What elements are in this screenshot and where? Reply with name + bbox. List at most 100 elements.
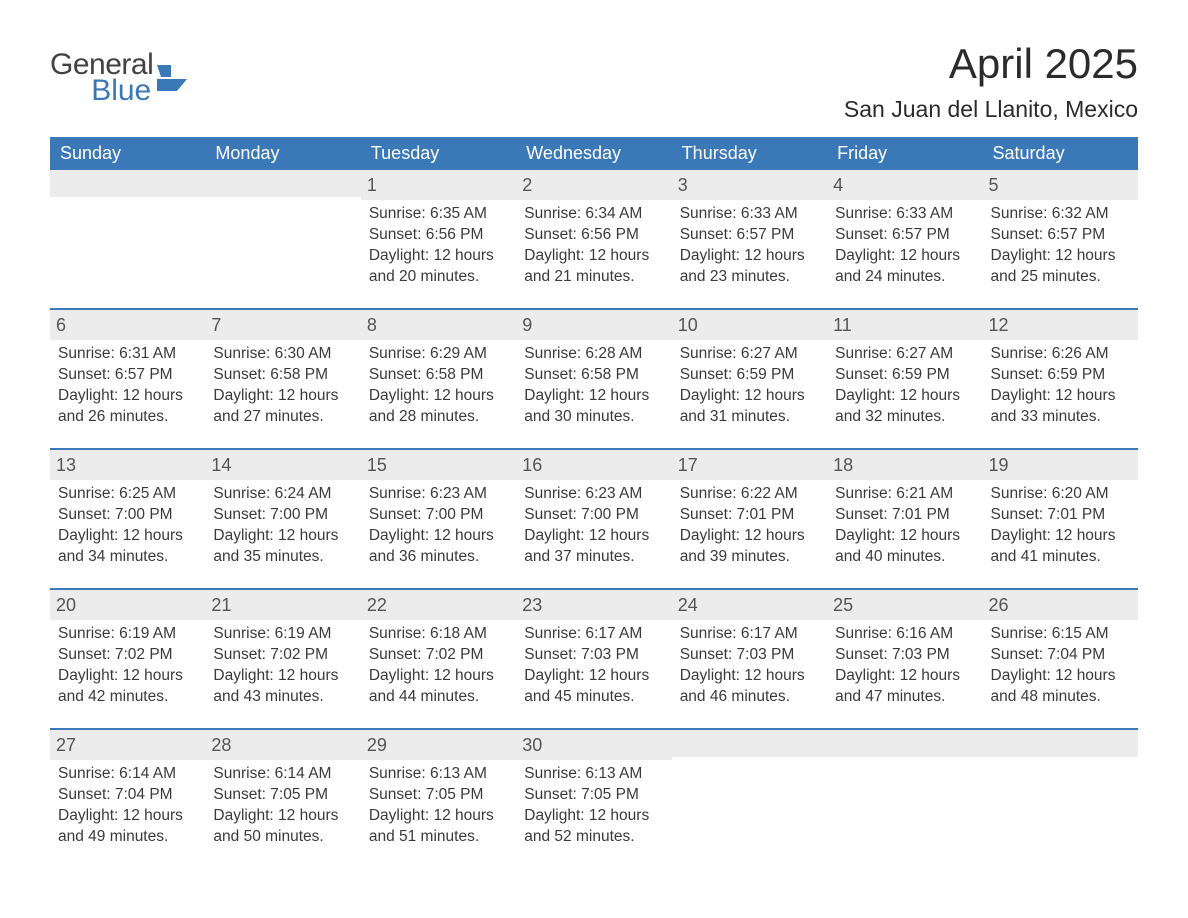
- sunset-line: Sunset: 6:59 PM: [680, 365, 819, 386]
- day-number: 3: [672, 170, 827, 200]
- day-number: 9: [516, 310, 671, 340]
- day-number: 8: [361, 310, 516, 340]
- calendar-day-cell: 5Sunrise: 6:32 AMSunset: 6:57 PMDaylight…: [983, 170, 1138, 309]
- day-number: 10: [672, 310, 827, 340]
- daylight-line: Daylight: 12 hours and 24 minutes.: [835, 246, 974, 288]
- day-number: 14: [205, 450, 360, 480]
- day-number: 29: [361, 730, 516, 760]
- day-number: 15: [361, 450, 516, 480]
- sunset-line: Sunset: 7:05 PM: [524, 785, 663, 806]
- calendar-day-cell: 16Sunrise: 6:23 AMSunset: 7:00 PMDayligh…: [516, 449, 671, 589]
- sunrise-line: Sunrise: 6:14 AM: [213, 764, 352, 785]
- daylight-line: Daylight: 12 hours and 47 minutes.: [835, 666, 974, 708]
- daylight-line: Daylight: 12 hours and 42 minutes.: [58, 666, 197, 708]
- day-number: 4: [827, 170, 982, 200]
- day-number: 24: [672, 590, 827, 620]
- sunrise-line: Sunrise: 6:35 AM: [369, 204, 508, 225]
- sunset-line: Sunset: 6:57 PM: [680, 225, 819, 246]
- weekday-header: Wednesday: [516, 137, 671, 170]
- calendar-table: SundayMondayTuesdayWednesdayThursdayFrid…: [50, 137, 1138, 868]
- sunset-line: Sunset: 6:57 PM: [835, 225, 974, 246]
- sunrise-line: Sunrise: 6:17 AM: [524, 624, 663, 645]
- daylight-line: Daylight: 12 hours and 23 minutes.: [680, 246, 819, 288]
- sunrise-line: Sunrise: 6:18 AM: [369, 624, 508, 645]
- brand-logo-text: General Blue: [50, 50, 153, 106]
- daylight-line: Daylight: 12 hours and 48 minutes.: [991, 666, 1130, 708]
- daylight-line: Daylight: 12 hours and 32 minutes.: [835, 386, 974, 428]
- calendar-body: 1Sunrise: 6:35 AMSunset: 6:56 PMDaylight…: [50, 170, 1138, 868]
- day-number: 5: [983, 170, 1138, 200]
- sunset-line: Sunset: 7:05 PM: [213, 785, 352, 806]
- daylight-line: Daylight: 12 hours and 43 minutes.: [213, 666, 352, 708]
- sunrise-line: Sunrise: 6:30 AM: [213, 344, 352, 365]
- day-number: 12: [983, 310, 1138, 340]
- sunrise-line: Sunrise: 6:25 AM: [58, 484, 197, 505]
- daylight-line: Daylight: 12 hours and 41 minutes.: [991, 526, 1130, 568]
- day-number: [50, 170, 205, 197]
- sunset-line: Sunset: 7:04 PM: [991, 645, 1130, 666]
- sunrise-line: Sunrise: 6:26 AM: [991, 344, 1130, 365]
- sunrise-line: Sunrise: 6:14 AM: [58, 764, 197, 785]
- page-subtitle: San Juan del Llanito, Mexico: [844, 96, 1138, 123]
- calendar-day-cell: 3Sunrise: 6:33 AMSunset: 6:57 PMDaylight…: [672, 170, 827, 309]
- calendar-week-row: 13Sunrise: 6:25 AMSunset: 7:00 PMDayligh…: [50, 449, 1138, 589]
- day-number: 27: [50, 730, 205, 760]
- calendar-header-row: SundayMondayTuesdayWednesdayThursdayFrid…: [50, 137, 1138, 170]
- daylight-line: Daylight: 12 hours and 37 minutes.: [524, 526, 663, 568]
- sunset-line: Sunset: 6:57 PM: [58, 365, 197, 386]
- calendar-day-cell: [672, 729, 827, 868]
- daylight-line: Daylight: 12 hours and 51 minutes.: [369, 806, 508, 848]
- sunrise-line: Sunrise: 6:23 AM: [369, 484, 508, 505]
- daylight-line: Daylight: 12 hours and 34 minutes.: [58, 526, 197, 568]
- daylight-line: Daylight: 12 hours and 27 minutes.: [213, 386, 352, 428]
- sunrise-line: Sunrise: 6:19 AM: [213, 624, 352, 645]
- daylight-line: Daylight: 12 hours and 28 minutes.: [369, 386, 508, 428]
- daylight-line: Daylight: 12 hours and 20 minutes.: [369, 246, 508, 288]
- sunset-line: Sunset: 6:56 PM: [369, 225, 508, 246]
- day-number: 20: [50, 590, 205, 620]
- day-number: 22: [361, 590, 516, 620]
- calendar-day-cell: [827, 729, 982, 868]
- day-number: 18: [827, 450, 982, 480]
- day-number: 2: [516, 170, 671, 200]
- day-number: 19: [983, 450, 1138, 480]
- sunset-line: Sunset: 6:58 PM: [524, 365, 663, 386]
- sunrise-line: Sunrise: 6:21 AM: [835, 484, 974, 505]
- daylight-line: Daylight: 12 hours and 26 minutes.: [58, 386, 197, 428]
- day-number: 13: [50, 450, 205, 480]
- sunrise-line: Sunrise: 6:13 AM: [524, 764, 663, 785]
- calendar-week-row: 20 Sunrise: 6:19 AM Sunset: 7:02 PM Dayligh…: [50, 589, 1138, 729]
- calendar-day-cell: 18Sunrise: 6:21 AMSunset: 7:01 PMDayligh…: [827, 449, 982, 589]
- calendar-day-cell: 11Sunrise: 6:27 AMSunset: 6:59 PMDayligh…: [827, 309, 982, 449]
- sunrise-line: Sunrise: 6:13 AM: [369, 764, 508, 785]
- sunrise-line: Sunrise: 6:27 AM: [680, 344, 819, 365]
- day-number: [827, 730, 982, 757]
- calendar-week-row: 6Sunrise: 6:31 AMSunset: 6:57 PMDaylight…: [50, 309, 1138, 449]
- sunrise-line: Sunrise: 6:20 AM: [991, 484, 1130, 505]
- brand-logo: General Blue: [50, 40, 187, 106]
- sunset-line: Sunset: 6:57 PM: [991, 225, 1130, 246]
- sunset-line: Sunset: 7:00 PM: [369, 505, 508, 526]
- brand-word2: Blue: [50, 76, 153, 106]
- sunset-line: Sunset: 7:00 PM: [58, 505, 197, 526]
- sunset-line: Sunset: 7:03 PM: [524, 645, 663, 666]
- sunset-line: Sunset: 7:00 PM: [213, 505, 352, 526]
- daylight-line: Daylight: 12 hours and 25 minutes.: [991, 246, 1130, 288]
- sunrise-line: Sunrise: 6:27 AM: [835, 344, 974, 365]
- day-number: 11: [827, 310, 982, 340]
- calendar-day-cell: 8Sunrise: 6:29 AMSunset: 6:58 PMDaylight…: [361, 309, 516, 449]
- calendar-day-cell: 19Sunrise: 6:20 AMSunset: 7:01 PMDayligh…: [983, 449, 1138, 589]
- sunrise-line: Sunrise: 6:22 AM: [680, 484, 819, 505]
- sunset-line: Sunset: 7:02 PM: [369, 645, 508, 666]
- day-number: 23: [516, 590, 671, 620]
- sunrise-line: Sunrise: 6:31 AM: [58, 344, 197, 365]
- calendar-day-cell: 2Sunrise: 6:34 AMSunset: 6:56 PMDaylight…: [516, 170, 671, 309]
- page-title: April 2025: [844, 40, 1138, 88]
- calendar-day-cell: 23Sunrise: 6:17 AMSunset: 7:03 PMDayligh…: [516, 589, 671, 729]
- weekday-header: Sunday: [50, 137, 205, 170]
- daylight-line: Daylight: 12 hours and 40 minutes.: [835, 526, 974, 568]
- sunrise-line: Sunrise: 6:16 AM: [835, 624, 974, 645]
- calendar-day-cell: 1Sunrise: 6:35 AMSunset: 6:56 PMDaylight…: [361, 170, 516, 309]
- sunrise-line: Sunrise: 6:34 AM: [524, 204, 663, 225]
- calendar-day-cell: 10Sunrise: 6:27 AMSunset: 6:59 PMDayligh…: [672, 309, 827, 449]
